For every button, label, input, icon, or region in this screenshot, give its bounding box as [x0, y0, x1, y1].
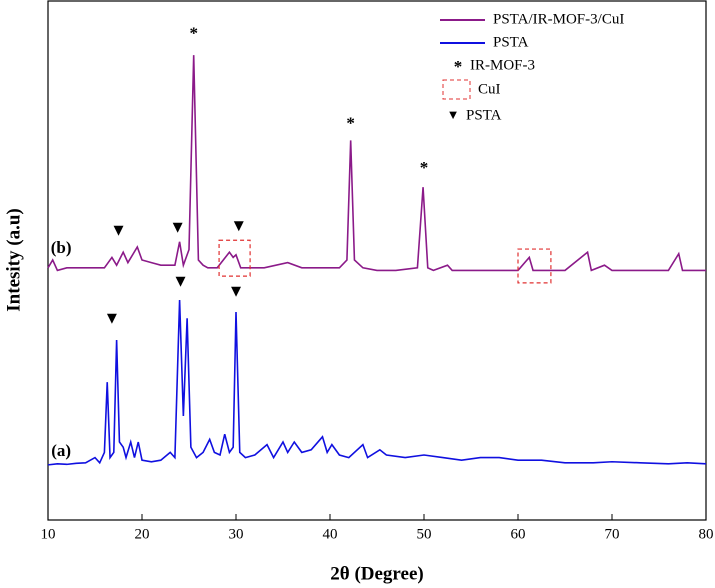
annotation: (a) [51, 441, 71, 460]
annotation: * [189, 24, 198, 43]
annotation: * [346, 114, 355, 133]
legend-label: PSTA/IR-MOF-3/CuI [493, 11, 624, 27]
annotation: ▼ [110, 220, 127, 239]
cui-box [517, 248, 552, 284]
cui-box [218, 239, 251, 277]
data-line [47, 55, 706, 272]
x-tick-label: 10 [41, 526, 56, 542]
legend-label: CuI [478, 81, 501, 97]
annotation: (b) [51, 238, 72, 257]
x-axis-label: 2θ (Degree) [330, 563, 423, 584]
annotation: ▼ [169, 218, 186, 237]
x-tick-label: 40 [323, 526, 338, 542]
y-axis-label: Intesity (a.u) [3, 208, 24, 311]
x-tick-label: 70 [605, 526, 620, 542]
x-tick-label: 50 [417, 526, 432, 542]
legend-label: PSTA [466, 107, 502, 123]
annotation: ▼ [172, 271, 189, 290]
data-line [47, 300, 707, 466]
x-tick-label: 30 [229, 526, 244, 542]
plot-frame [47, 0, 707, 521]
x-tick-label: 20 [135, 526, 150, 542]
x-tick-label: 80 [699, 526, 714, 542]
annotation: ▼ [104, 309, 121, 328]
legend-label: IR-MOF-3 [470, 57, 535, 73]
legend-label: PSTA [493, 34, 529, 50]
annotation: ▼ [230, 216, 247, 235]
x-tick-label: 60 [511, 526, 526, 542]
legend-symbol: * [454, 57, 463, 76]
legend-symbol: ▼ [447, 107, 460, 122]
annotation: ▼ [228, 282, 245, 301]
legend-box [442, 79, 471, 100]
annotation: * [420, 158, 429, 177]
